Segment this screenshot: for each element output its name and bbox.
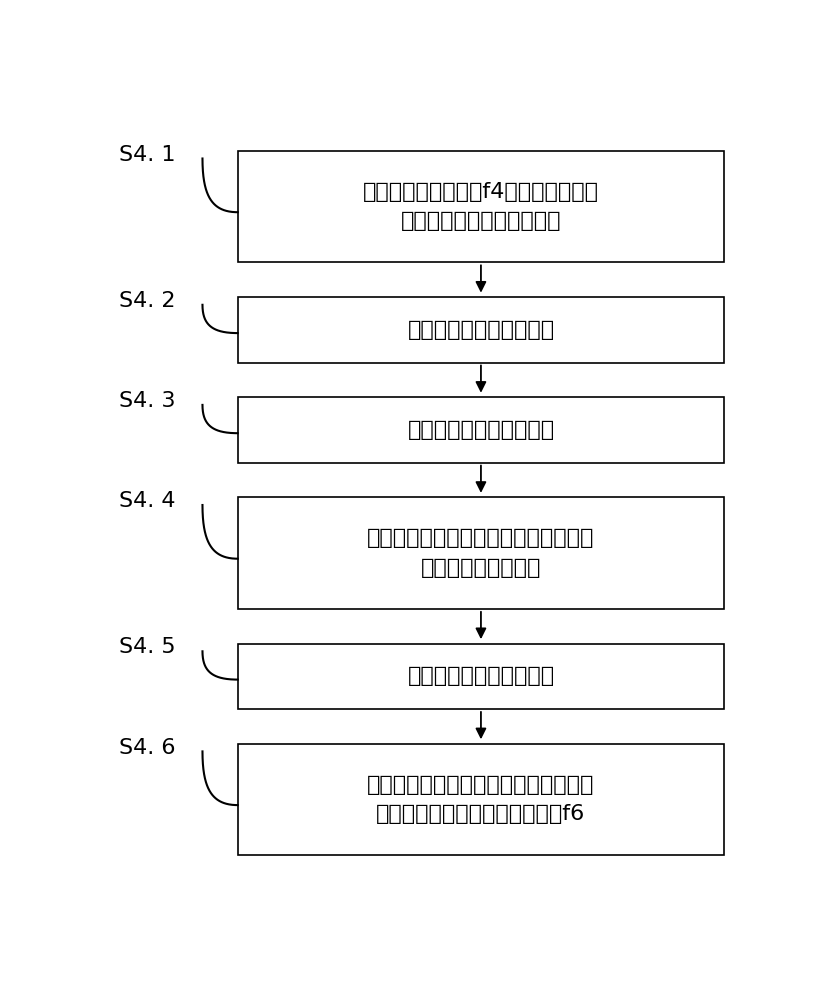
Text: 对低尺度下阈值图像f4实施形态学腐蚀
操作，断开较弱粘连和接触: 对低尺度下阈值图像f4实施形态学腐蚀 操作，断开较弱粘连和接触 <box>363 182 599 231</box>
Text: 选取面积最大的连通区域: 选取面积最大的连通区域 <box>407 666 554 686</box>
Bar <box>238 397 724 463</box>
Text: S4. 6: S4. 6 <box>119 738 176 758</box>
Bar <box>238 644 724 709</box>
Text: 填充由于腐蚀造成的空洞: 填充由于腐蚀造成的空洞 <box>407 320 554 340</box>
Text: 对最大连通域进行形态学膨胀操作，得
到用来擦除外部伪边缘的外模版f6: 对最大连通域进行形态学膨胀操作，得 到用来擦除外部伪边缘的外模版f6 <box>368 775 595 824</box>
Text: S4. 4: S4. 4 <box>119 491 176 511</box>
Bar <box>238 151 724 262</box>
Text: S4. 3: S4. 3 <box>119 391 176 411</box>
Text: S4. 2: S4. 2 <box>119 291 176 311</box>
Bar <box>238 297 724 363</box>
Text: 选取面积最大的连通区域: 选取面积最大的连通区域 <box>407 420 554 440</box>
Bar <box>238 744 724 855</box>
Bar <box>238 497 724 609</box>
Text: S4. 5: S4. 5 <box>119 637 176 657</box>
Text: 对最大连通域进行形态学腐蚀操作，断
开较强的粘连和接触: 对最大连通域进行形态学腐蚀操作，断 开较强的粘连和接触 <box>368 528 595 578</box>
Text: S4. 1: S4. 1 <box>119 145 176 165</box>
